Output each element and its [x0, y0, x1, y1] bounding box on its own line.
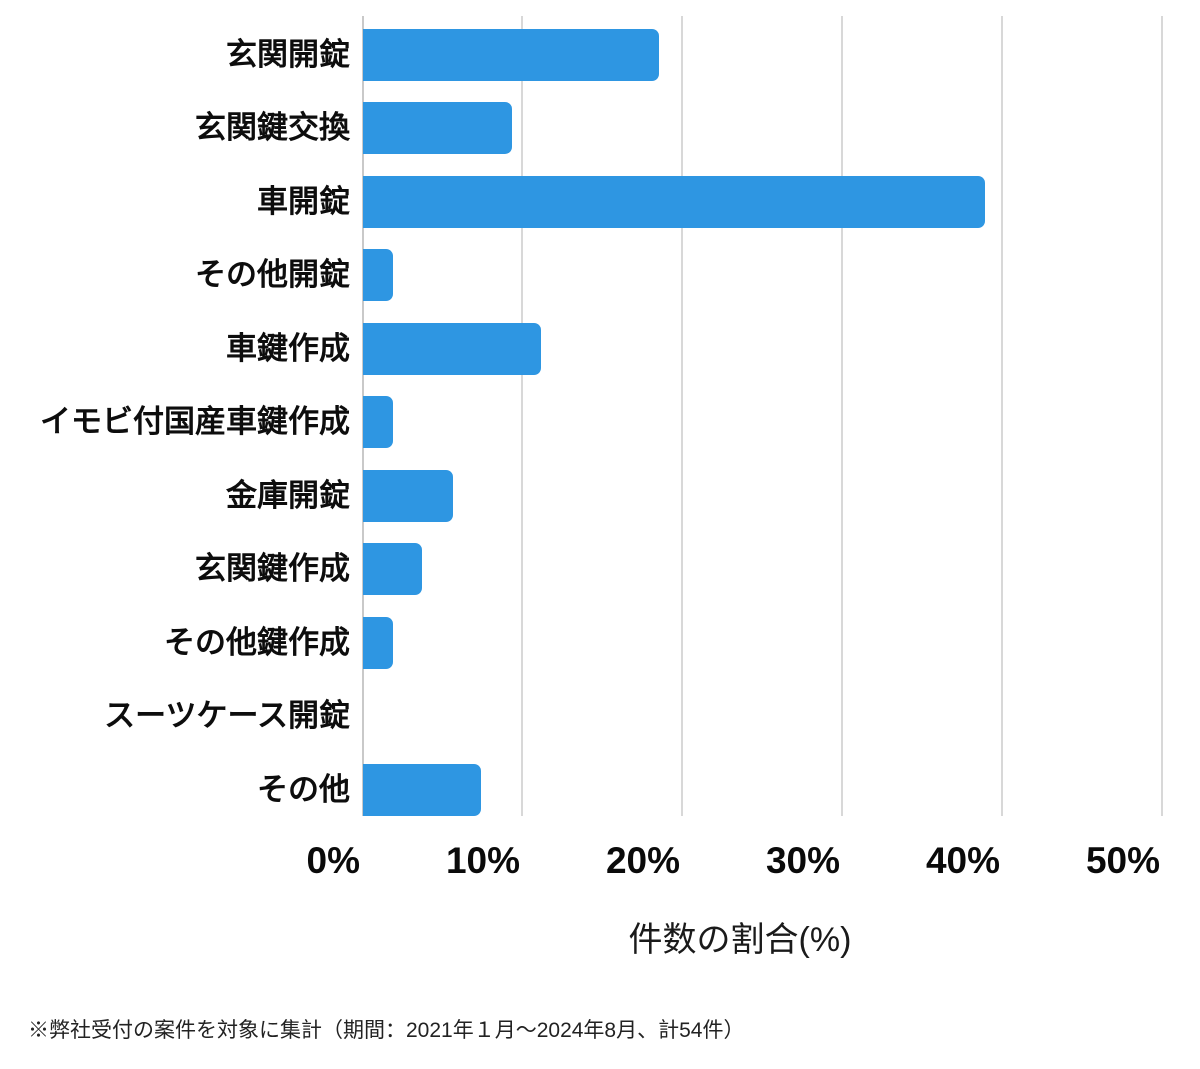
- category-label: その他: [257, 771, 350, 807]
- category-label: 玄関鍵作成: [195, 551, 350, 587]
- bar: [363, 102, 512, 155]
- x-tick-label: 50%: [1085, 840, 1160, 881]
- bar: [363, 616, 394, 669]
- x-tick-label: 0%: [306, 840, 360, 881]
- category-label: 車開錠: [257, 183, 350, 219]
- x-tick-label: 20%: [605, 840, 680, 881]
- category-label: 金庫開錠: [226, 477, 350, 513]
- x-tick-label: 40%: [925, 840, 1000, 881]
- bar: [363, 175, 986, 228]
- x-axis-title: 件数の割合(%): [628, 921, 852, 959]
- category-label: イモビ付国産車鍵作成: [40, 404, 350, 440]
- x-tick-label: 10%: [445, 840, 520, 881]
- gridline: [521, 16, 523, 816]
- gridline: [841, 16, 843, 816]
- bar: [363, 469, 453, 522]
- bar: [363, 249, 394, 302]
- bar: [363, 29, 659, 81]
- gridline: [681, 16, 683, 816]
- bar: [363, 396, 394, 449]
- category-label: その他開錠: [195, 257, 350, 293]
- category-label: 玄関鍵交換: [195, 110, 350, 146]
- category-label: 車鍵作成: [226, 330, 350, 366]
- gridline: [1001, 16, 1003, 816]
- bar: [363, 763, 482, 816]
- category-label: その他鍵作成: [164, 624, 350, 660]
- plot-area: [362, 16, 1163, 816]
- x-tick-label: 30%: [765, 840, 840, 881]
- category-label: 玄関開錠: [226, 37, 350, 72]
- footnote: ※弊社受付の案件を対象に集計（期間：2021年１月～2024年8月、計54件）: [28, 1019, 745, 1042]
- gridline: [1161, 16, 1163, 816]
- bar: [363, 322, 541, 375]
- category-label: スーツケース開錠: [104, 698, 350, 734]
- bar: [363, 543, 423, 596]
